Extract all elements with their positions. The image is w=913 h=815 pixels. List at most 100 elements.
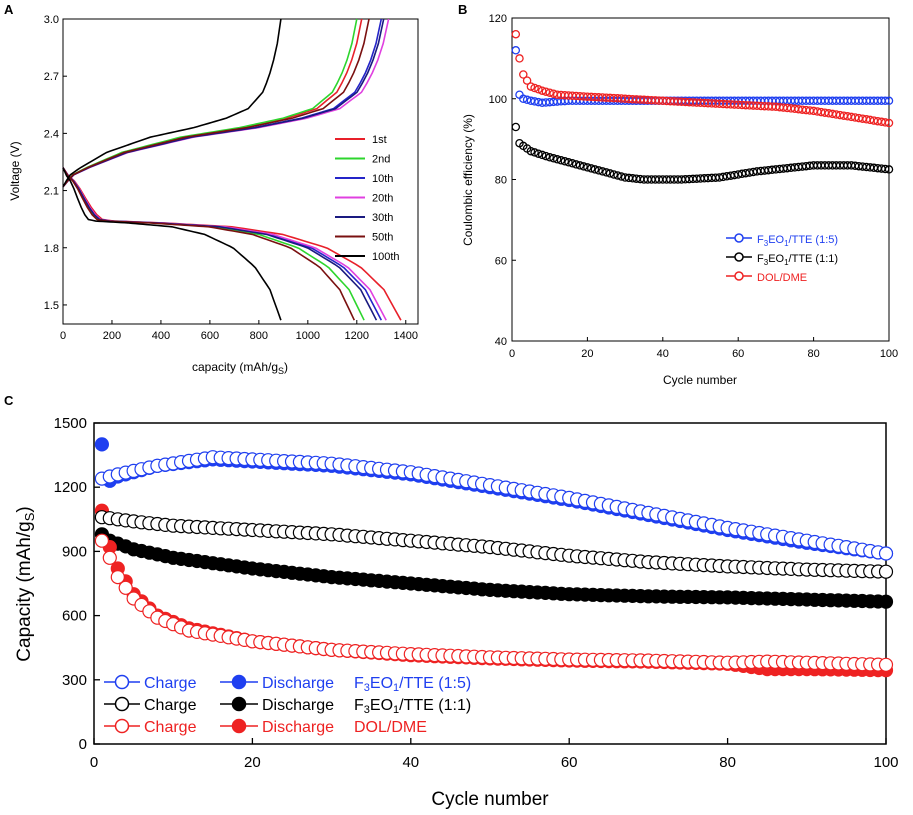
panel-c-ytick-label: 300	[62, 672, 87, 689]
panel-b-series	[511, 29, 894, 184]
panel-c-legend-discharge-marker	[231, 718, 247, 734]
panel-b-point-series-1	[537, 150, 547, 160]
panel-b-point-series-2	[526, 82, 536, 91]
panel-b-legend-marker	[734, 252, 744, 262]
panel-a: A 0 200 400 600 800 1000 1200 1400 1.5 1.8 2.1 2.4 2…	[4, 2, 419, 376]
panel-c-xtick-label: 60	[561, 754, 578, 771]
panel-b: B 0 20 40 60 80 100 40 60 80 100 120 F3EO1/TTE (1:…	[458, 2, 898, 387]
panel-c-legend-discharge-label: Discharge	[262, 719, 334, 736]
panel-a-ytick-label: 2.4	[44, 128, 59, 140]
panel-a-xtick-label: 800	[250, 330, 268, 342]
panel-a-charge-curve-30th	[62, 18, 385, 188]
panel-b-point-series-1	[609, 170, 619, 179]
panel-c-xtick-label: 40	[402, 754, 419, 771]
panel-b-point-series-1	[613, 171, 622, 180]
panel-c-legend-charge-label: Charge	[144, 697, 197, 714]
panel-a-discharge-curve-30th	[62, 167, 378, 321]
panel-c-point-series-4	[878, 657, 894, 672]
panel-c-ytick-label: 0	[79, 736, 87, 753]
panel-b-point-series-1	[586, 164, 596, 173]
panel-c-legend-discharge-label: Discharge	[262, 697, 334, 714]
panel-b-point-series-1	[530, 148, 539, 157]
panel-c-legend-charge-marker	[114, 718, 130, 734]
panel-a-ticks: 0 200 400 600 800 1000 1200 1400 1.5 1.8 2.1 2.4 2.7…	[44, 14, 418, 342]
panel-c: C 0 20 40 60 80 100 0 300 600 900 1200 1500 Charge D…	[4, 393, 899, 810]
panel-b-ytick-label: 60	[495, 255, 507, 267]
panel-a-charge-curve-100th	[62, 18, 282, 188]
panel-b-point-series-1	[549, 154, 558, 163]
panel-b-point-series-2	[515, 54, 524, 63]
panel-a-xtick-label: 1400	[394, 330, 418, 342]
panel-b-point-series-1	[575, 161, 585, 170]
panel-b-point-series-2	[545, 88, 554, 97]
panel-c-legend-series-label: F3EO1/TTE (1:1)	[354, 697, 471, 716]
panel-c-xtick-label: 0	[90, 754, 98, 771]
panel-b-point-series-2	[511, 29, 521, 39]
panel-b-point-series-0	[511, 46, 521, 55]
panel-a-charge-curve-2nd	[62, 18, 358, 188]
panel-b-point-series-0	[884, 96, 894, 106]
panel-a-discharge-curve-10th	[62, 167, 383, 321]
panel-b-ylabel: Coulombic efficiency (%)	[461, 114, 475, 246]
panel-c-legend-series-label: F3EO1/TTE (1:5)	[354, 675, 471, 694]
panel-b-legend-label: F3EO1/TTE (1:1)	[757, 253, 838, 267]
panel-c-legend-charge-marker	[114, 696, 130, 712]
panel-b-point-series-1	[534, 149, 543, 158]
panel-a-discharge-curve-50th	[62, 167, 356, 321]
panel-a-ytick-label: 1.5	[44, 300, 59, 312]
panel-a-legend-label: 10th	[372, 173, 393, 185]
panel-b-xtick-label: 100	[880, 348, 898, 360]
panel-a-series	[62, 18, 402, 321]
panel-c-point-series-4	[94, 533, 110, 548]
panel-a-xtick-label: 600	[201, 330, 219, 342]
panel-c-ytick-label: 1500	[54, 415, 87, 432]
panel-b-point-series-1	[880, 164, 890, 174]
panel-a-ytick-label: 1.8	[44, 243, 59, 255]
panel-c-legend-series-label: DOL/DME	[354, 719, 427, 736]
panel-b-point-series-2	[530, 83, 539, 93]
panel-b-ytick-label: 80	[495, 175, 507, 187]
panel-c-legend-discharge-label: Discharge	[262, 675, 334, 692]
panel-c-point-series-4	[110, 569, 125, 585]
panel-a-legend-label: 100th	[372, 251, 400, 263]
panel-c-point-series-4	[102, 550, 117, 565]
panel-b-point-series-1	[594, 166, 603, 175]
panel-b-point-series-1	[884, 165, 894, 174]
panel-b-legend: F3EO1/TTE (1:5) F3EO1/TTE (1:1) DOL/DME	[726, 233, 838, 284]
panel-b-point-series-2	[880, 118, 890, 127]
panel-c-point-series-3	[878, 594, 894, 609]
panel-b-point-series-1	[556, 156, 566, 165]
panel-c-xtick-label: 100	[873, 754, 898, 771]
panel-c-ylabel: Capacity (mAh/gS)	[14, 506, 37, 661]
panel-c-letter: C	[4, 393, 14, 408]
panel-b-point-series-2	[537, 86, 547, 95]
panel-a-frame	[62, 18, 419, 325]
panel-c-ytick-label: 900	[62, 543, 87, 560]
panel-c-point-series-1	[94, 437, 110, 452]
panel-b-point-series-1	[568, 159, 577, 168]
panel-c-xtick-label: 80	[719, 754, 736, 771]
panel-b-point-series-1	[541, 151, 551, 161]
panel-b-xlabel: Cycle number	[663, 373, 737, 387]
panel-b-letter: B	[458, 2, 467, 17]
panel-c-ytick-label: 1200	[54, 479, 87, 496]
panel-c-xtick-label: 20	[244, 754, 261, 771]
panel-b-legend-label: DOL/DME	[757, 272, 807, 284]
panel-b-legend-label: F3EO1/TTE (1:5)	[757, 234, 838, 248]
panel-a-xtick-label: 0	[60, 330, 66, 342]
panel-a-ylabel: Voltage (V)	[8, 141, 22, 200]
panel-a-ytick-label: 3.0	[44, 14, 59, 26]
panel-b-point-series-1	[545, 153, 554, 162]
panel-b-ticks: 0 20 40 60 80 100 40 60 80 100 120	[489, 13, 899, 360]
panel-a-xtick-label: 1200	[345, 330, 369, 342]
panel-c-legend-charge-label: Charge	[144, 675, 197, 692]
panel-b-ytick-label: 120	[489, 13, 507, 25]
panel-c-xlabel: Cycle number	[431, 789, 549, 810]
panel-a-legend-label: 1st	[372, 134, 387, 146]
panel-b-point-series-1	[598, 167, 607, 176]
panel-b-ytick-label: 40	[495, 336, 507, 348]
panel-b-legend-marker	[734, 271, 744, 281]
panel-c-legend-charge-marker	[114, 674, 130, 690]
panel-b-point-series-2	[519, 70, 528, 79]
